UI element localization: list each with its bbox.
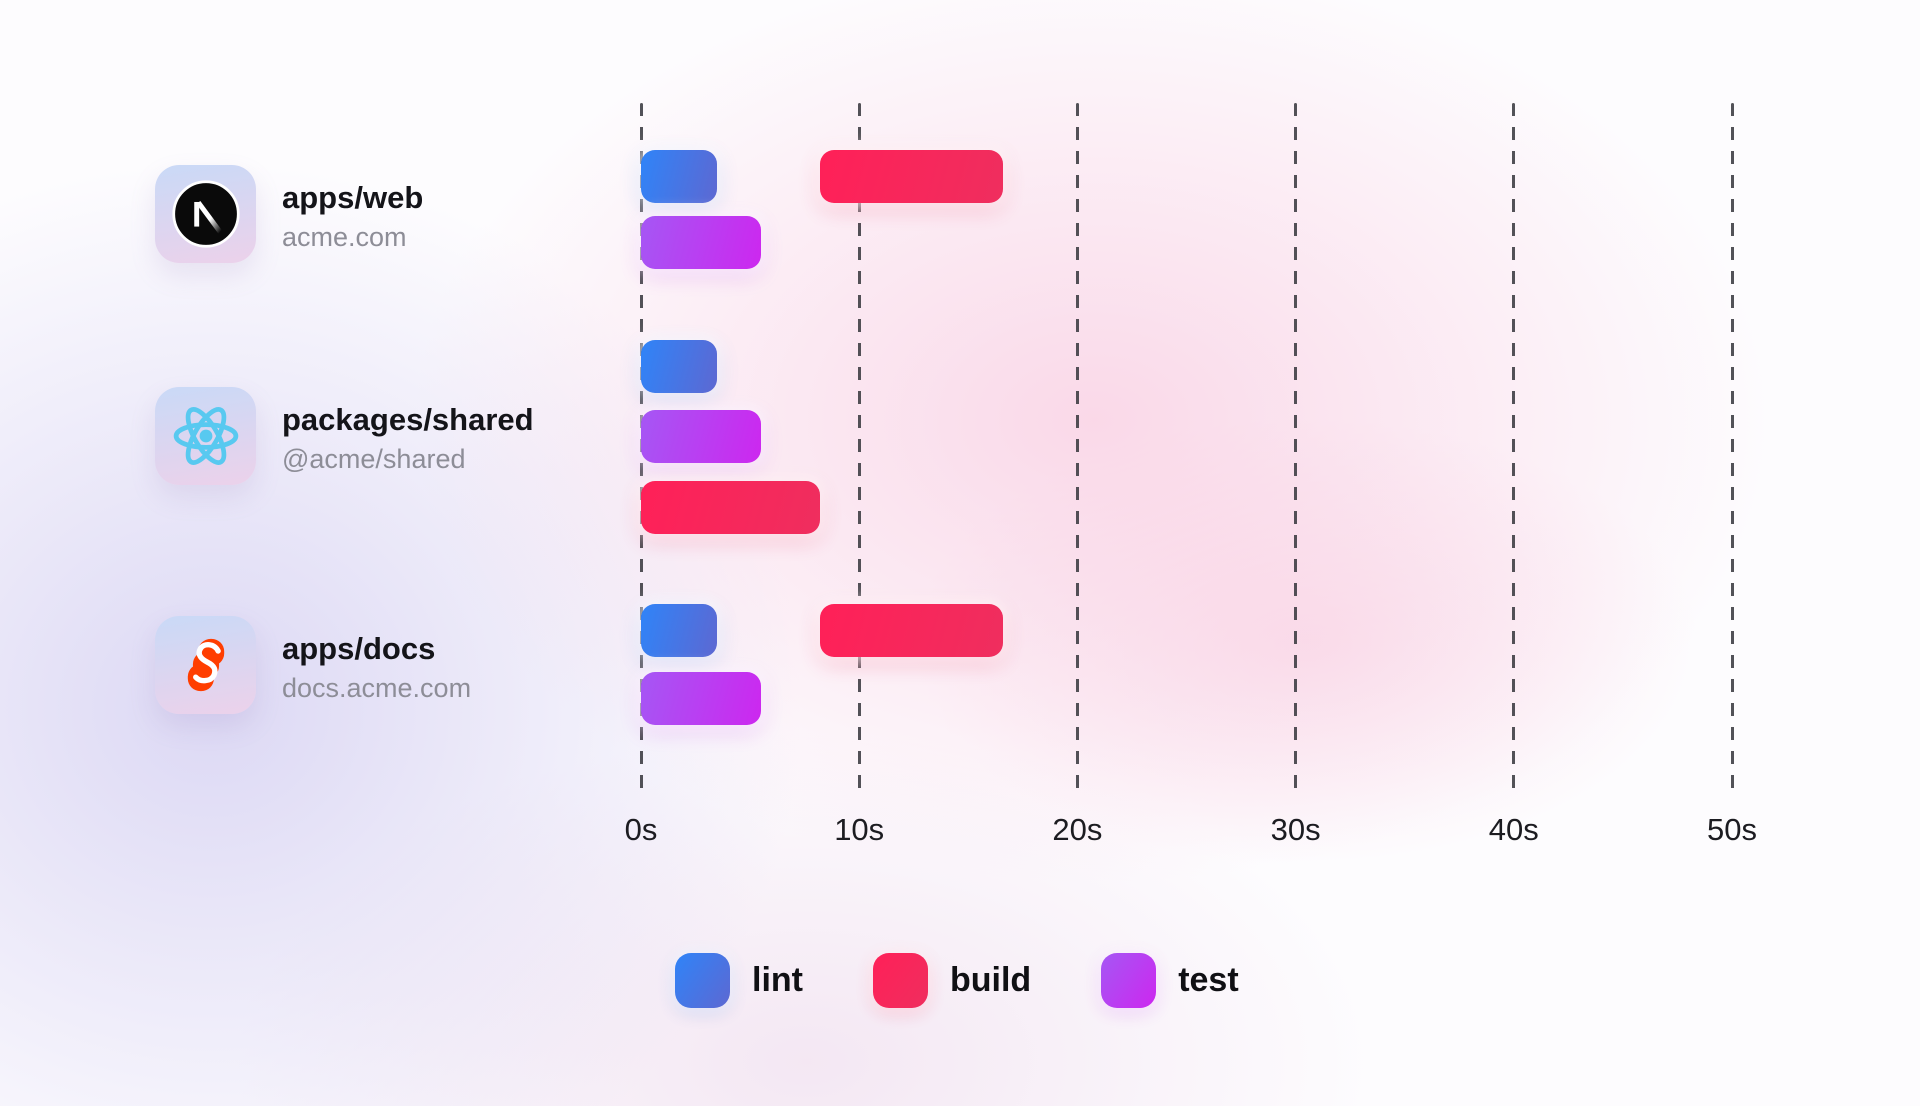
legend-swatch-lint: [675, 953, 730, 1008]
project-title: packages/shared: [282, 402, 534, 437]
project-icon-tile: [155, 616, 256, 714]
axis-tick-label: 40s: [1488, 812, 1539, 847]
nextjs-icon: [171, 179, 241, 249]
react-icon: [173, 403, 239, 469]
chart-legend: lint build test: [675, 953, 1239, 1008]
grid-line: [857, 103, 861, 795]
project-title: apps/docs: [282, 631, 436, 666]
legend-label: test: [1178, 961, 1239, 999]
legend-label: lint: [752, 961, 803, 999]
axis-tick-label: 0s: [624, 812, 658, 847]
axis-tick-label: 30s: [1270, 812, 1321, 847]
task-bar-lint: [641, 150, 718, 203]
project-icon-tile: [155, 387, 256, 485]
legend-item-lint: lint: [675, 953, 803, 1008]
project-subtitle: docs.acme.com: [282, 672, 472, 703]
task-bar-build: [819, 604, 1004, 657]
grid-line: [1730, 103, 1734, 795]
project-row-label: apps/docs docs.acme.com: [282, 631, 471, 706]
axis-tick-label: 50s: [1707, 812, 1757, 847]
task-bar-lint: [641, 604, 718, 657]
task-bar-build: [819, 150, 1004, 203]
project-subtitle: @acme/shared: [282, 443, 466, 474]
legend-item-test: test: [1101, 953, 1239, 1008]
project-row-label: apps/web acme.com: [282, 180, 423, 255]
grid-line: [1512, 103, 1516, 795]
task-bar-test: [641, 410, 761, 463]
project-title: apps/web: [282, 180, 424, 215]
grid-line: [1294, 103, 1298, 795]
task-bar-build: [641, 481, 820, 534]
task-bar-test: [641, 672, 761, 725]
project-row-label: packages/shared @acme/shared: [282, 402, 534, 477]
task-bar-lint: [641, 340, 718, 393]
project-icon-tile: [155, 165, 256, 263]
svelte-icon: [182, 637, 230, 693]
legend-item-build: build: [872, 953, 1032, 1008]
task-bar-test: [641, 216, 761, 269]
axis-tick-label: 20s: [1052, 812, 1103, 847]
project-subtitle: acme.com: [282, 221, 407, 252]
legend-swatch-build: [872, 953, 928, 1008]
grid-line: [1075, 103, 1079, 795]
legend-label: build: [949, 961, 1032, 999]
axis-tick-label: 10s: [834, 812, 885, 847]
legend-swatch-test: [1101, 953, 1157, 1008]
